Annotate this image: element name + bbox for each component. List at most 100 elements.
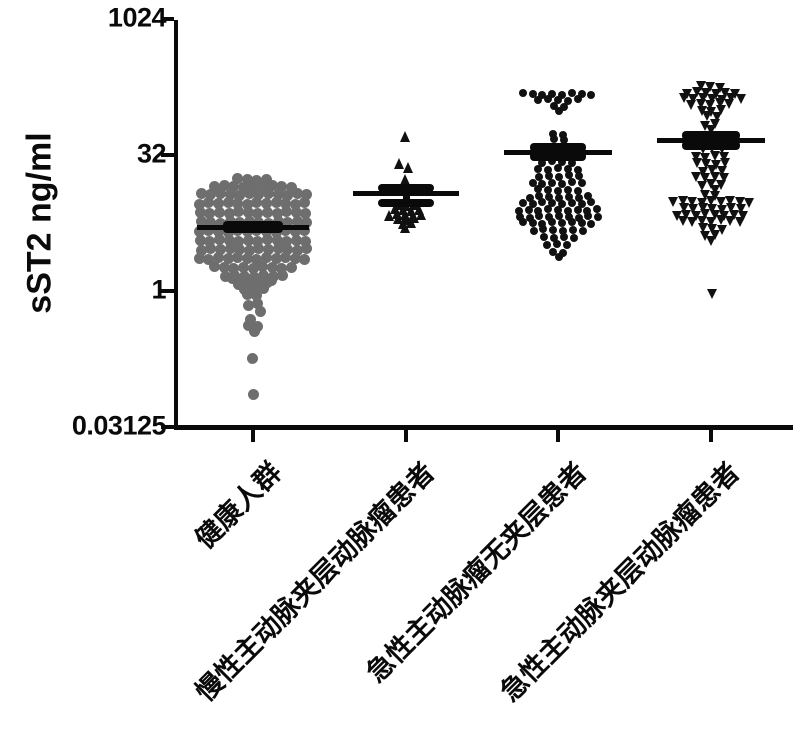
data-point bbox=[587, 91, 596, 100]
data-point bbox=[690, 172, 701, 183]
data-point bbox=[545, 171, 554, 180]
data-point bbox=[715, 105, 726, 116]
data-point bbox=[528, 179, 537, 188]
y-tick bbox=[161, 425, 174, 429]
data-point bbox=[706, 124, 716, 135]
data-point bbox=[193, 252, 205, 264]
data-point bbox=[528, 218, 537, 227]
data-point bbox=[214, 244, 226, 256]
data-point bbox=[247, 262, 259, 274]
data-point bbox=[261, 234, 273, 246]
data-point bbox=[564, 212, 573, 221]
data-point bbox=[254, 305, 266, 317]
data-point bbox=[678, 93, 689, 103]
data-point bbox=[405, 216, 416, 228]
data-point bbox=[695, 98, 706, 109]
data-point bbox=[568, 225, 577, 234]
data-point bbox=[563, 185, 572, 194]
mean-line bbox=[657, 138, 765, 144]
data-point bbox=[244, 313, 256, 325]
data-point bbox=[671, 211, 682, 222]
data-point bbox=[222, 253, 234, 265]
data-point bbox=[555, 253, 563, 262]
data-point bbox=[223, 235, 235, 247]
data-point bbox=[548, 89, 557, 98]
data-point bbox=[574, 213, 583, 222]
x-axis-line bbox=[174, 425, 793, 430]
data-point bbox=[709, 190, 720, 201]
data-point bbox=[549, 248, 558, 257]
data-point bbox=[559, 135, 568, 144]
data-point bbox=[528, 90, 537, 99]
data-point bbox=[203, 197, 215, 209]
data-point bbox=[209, 181, 221, 193]
data-point bbox=[688, 94, 698, 104]
data-point bbox=[593, 205, 602, 214]
y-tick bbox=[161, 289, 174, 293]
data-point bbox=[301, 216, 313, 228]
mean-line bbox=[353, 190, 459, 196]
data-point bbox=[681, 209, 692, 220]
data-point bbox=[706, 236, 716, 247]
data-point bbox=[538, 198, 547, 207]
data-point bbox=[277, 269, 289, 281]
data-point bbox=[233, 279, 245, 291]
x-tick bbox=[709, 429, 713, 442]
data-point bbox=[716, 224, 727, 235]
data-point bbox=[700, 120, 711, 131]
data-point bbox=[705, 82, 715, 93]
data-point bbox=[554, 164, 562, 173]
data-point bbox=[270, 253, 282, 265]
data-point bbox=[678, 203, 689, 214]
data-point bbox=[687, 217, 697, 228]
data-point bbox=[554, 187, 562, 196]
data-point bbox=[529, 226, 538, 235]
data-point bbox=[528, 199, 537, 208]
data-point bbox=[281, 206, 293, 218]
data-point bbox=[697, 92, 708, 103]
data-point bbox=[247, 180, 259, 192]
data-point bbox=[525, 193, 534, 202]
data-point bbox=[222, 196, 234, 208]
data-point bbox=[726, 203, 736, 214]
data-point bbox=[564, 192, 573, 201]
data-point bbox=[266, 179, 278, 191]
data-point bbox=[540, 233, 549, 242]
data-point bbox=[213, 234, 225, 246]
data-point bbox=[548, 157, 557, 166]
data-point bbox=[554, 206, 562, 215]
data-point bbox=[691, 87, 702, 98]
data-point bbox=[567, 217, 576, 226]
data-point bbox=[539, 225, 548, 234]
data-point bbox=[710, 159, 721, 170]
data-point bbox=[246, 272, 258, 284]
data-point bbox=[518, 89, 527, 98]
data-point bbox=[534, 185, 543, 194]
data-point bbox=[696, 180, 707, 191]
data-point bbox=[544, 165, 553, 174]
data-point bbox=[205, 216, 217, 228]
data-point bbox=[194, 234, 206, 246]
data-point bbox=[252, 320, 264, 332]
data-point bbox=[399, 173, 410, 185]
data-point bbox=[232, 197, 244, 209]
data-point bbox=[744, 197, 754, 208]
data-point bbox=[299, 253, 311, 265]
data-point bbox=[555, 106, 563, 115]
data-point bbox=[567, 159, 576, 168]
data-point bbox=[252, 278, 264, 290]
data-point bbox=[563, 165, 572, 174]
data-point bbox=[535, 192, 544, 201]
y-tick-label: 1024 bbox=[107, 2, 167, 33]
data-point bbox=[719, 152, 730, 163]
data-point bbox=[212, 252, 224, 264]
data-point bbox=[735, 204, 746, 215]
data-point bbox=[544, 94, 553, 103]
data-point bbox=[242, 207, 254, 219]
y-tick bbox=[161, 153, 174, 157]
data-point bbox=[711, 111, 722, 122]
data-point bbox=[700, 189, 711, 200]
data-point bbox=[725, 195, 735, 206]
data-point bbox=[272, 188, 284, 200]
data-point bbox=[538, 91, 547, 100]
